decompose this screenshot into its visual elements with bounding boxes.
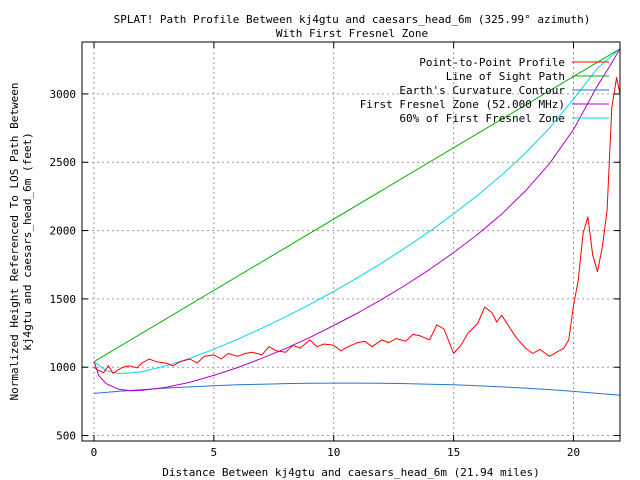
legend-label: Point-to-Point Profile [419, 56, 565, 69]
x-tick-label: 0 [91, 446, 98, 459]
series-line-0 [93, 77, 621, 374]
axis-ticks: 0 5 10 15 20 500 1000 1500 2000 2500 3000 [50, 42, 620, 459]
y-tick-label: 2500 [50, 156, 77, 169]
legend-label: Earth's Curvature Contour [399, 84, 565, 97]
x-axis-label: Distance Between kj4gtu and caesars_head… [162, 466, 540, 479]
grid [82, 42, 620, 441]
chart-title: SPLAT! Path Profile Between kj4gtu and c… [114, 13, 591, 26]
chart-subtitle: With First Fresnel Zone [276, 27, 428, 40]
y-axis-label: Normalized Height Referenced To LOS Path… [8, 83, 21, 401]
y-tick-label: 500 [56, 430, 76, 443]
series-line-1 [93, 48, 621, 363]
series-line-2 [93, 382, 621, 396]
x-tick-label: 5 [211, 446, 218, 459]
legend-label: Line of Sight Path [446, 70, 565, 83]
y-tick-label: 1500 [50, 293, 77, 306]
plot-series [93, 48, 621, 396]
y-axis-label: kj4gtu and caesars_head_6m (feet) [21, 132, 34, 351]
plot-frame [81, 41, 621, 442]
x-tick-label: 10 [327, 446, 340, 459]
legend-label: First Fresnel Zone (52.000 MHz) [360, 98, 565, 111]
x-tick-label: 15 [447, 446, 460, 459]
legend-label: 60% of First Fresnel Zone [399, 112, 565, 125]
series-line-4 [93, 48, 621, 374]
y-tick-label: 1000 [50, 361, 77, 374]
y-tick-label: 3000 [50, 88, 77, 101]
series-line-3 [93, 48, 621, 392]
y-axis-label-group: Normalized Height Referenced To LOS Path… [8, 83, 34, 401]
y-tick-label: 2000 [50, 225, 77, 238]
x-tick-label: 20 [567, 446, 580, 459]
